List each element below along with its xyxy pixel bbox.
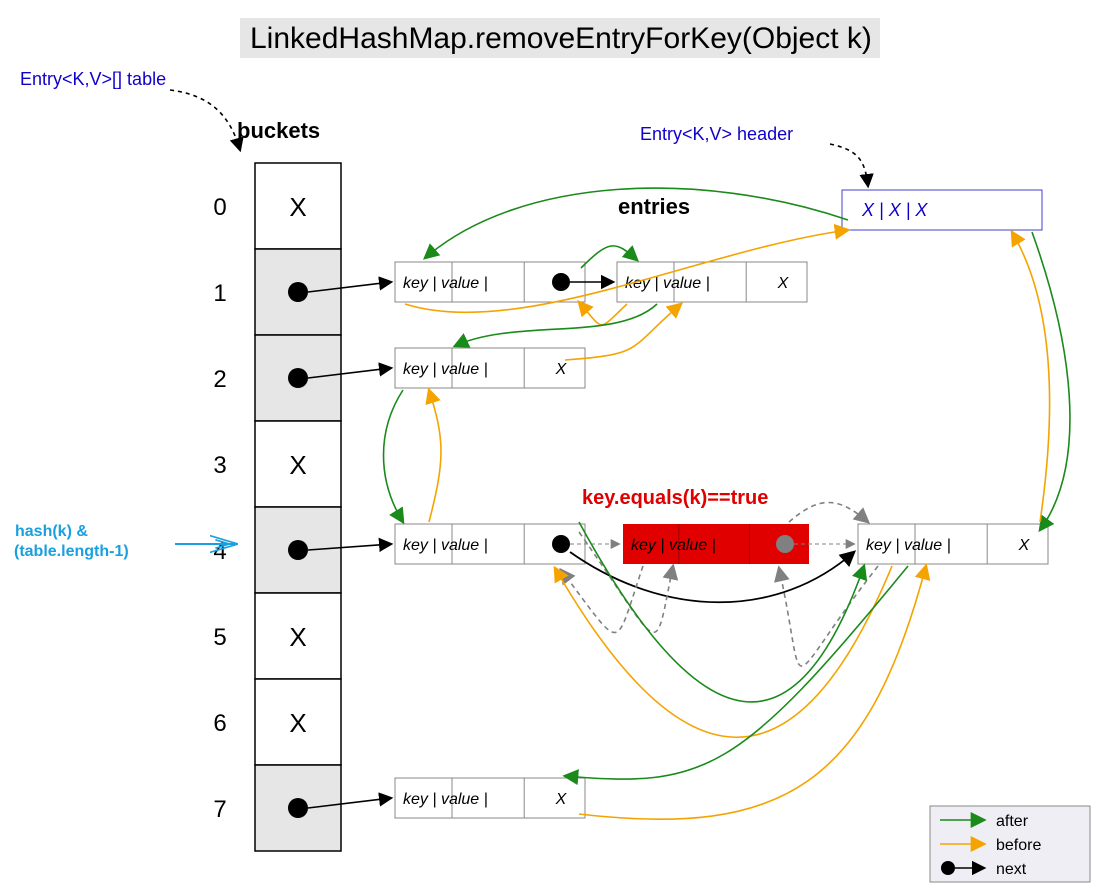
svg-text:key | value |: key | value | (403, 791, 488, 808)
svg-text:6: 6 (213, 710, 226, 737)
table-decl: Entry<K,V>[] table (20, 69, 166, 89)
svg-text:7: 7 (213, 796, 226, 823)
hash-label-2: (table.length-1) (14, 543, 129, 560)
equals-label: key.equals(k)==true (582, 487, 768, 509)
entries-group: key | value | key | value | Xkey | value |… (395, 262, 1048, 818)
svg-text:key | value |: key | value | (866, 537, 951, 554)
svg-text:X: X (555, 791, 568, 808)
hash-label-1: hash(k) & (15, 523, 88, 540)
title-text: LinkedHashMap.removeEntryForKey(Object k… (250, 22, 872, 55)
table-pointer (170, 90, 240, 150)
svg-text:key | value |: key | value | (403, 537, 488, 554)
svg-text:1: 1 (213, 280, 226, 307)
header-pointer (830, 144, 868, 186)
svg-text:X: X (289, 192, 306, 222)
svg-text:X: X (289, 450, 306, 480)
legend: after before next (930, 806, 1090, 882)
svg-text:X: X (289, 708, 306, 738)
buckets-column: 0 X 1 2 3 X 4 5 X 6 X 7 (213, 163, 341, 851)
svg-text:key | value |: key | value | (631, 537, 716, 554)
header-decl: Entry<K,V> header (640, 124, 793, 144)
svg-text:next: next (996, 861, 1027, 878)
svg-text:5: 5 (213, 624, 226, 651)
svg-text:key | value |: key | value | (403, 361, 488, 378)
svg-text:X | X | X: X | X | X (861, 200, 928, 220)
svg-text:0: 0 (213, 194, 226, 221)
svg-text:key | value |: key | value | (403, 275, 488, 292)
svg-text:before: before (996, 837, 1041, 854)
buckets-label: buckets (237, 118, 320, 143)
header-entry: X | X | X (842, 190, 1042, 230)
svg-text:key | value |: key | value | (625, 275, 710, 292)
diagram-svg: LinkedHashMap.removeEntryForKey(Object k… (0, 0, 1106, 890)
svg-text:3: 3 (213, 452, 226, 479)
svg-text:X: X (289, 622, 306, 652)
svg-text:4: 4 (213, 538, 226, 565)
svg-text:X: X (555, 361, 568, 378)
svg-text:X: X (777, 275, 790, 292)
entries-label: entries (618, 194, 690, 219)
svg-text:after: after (996, 813, 1029, 830)
svg-text:2: 2 (213, 366, 226, 393)
svg-text:X: X (1018, 537, 1031, 554)
